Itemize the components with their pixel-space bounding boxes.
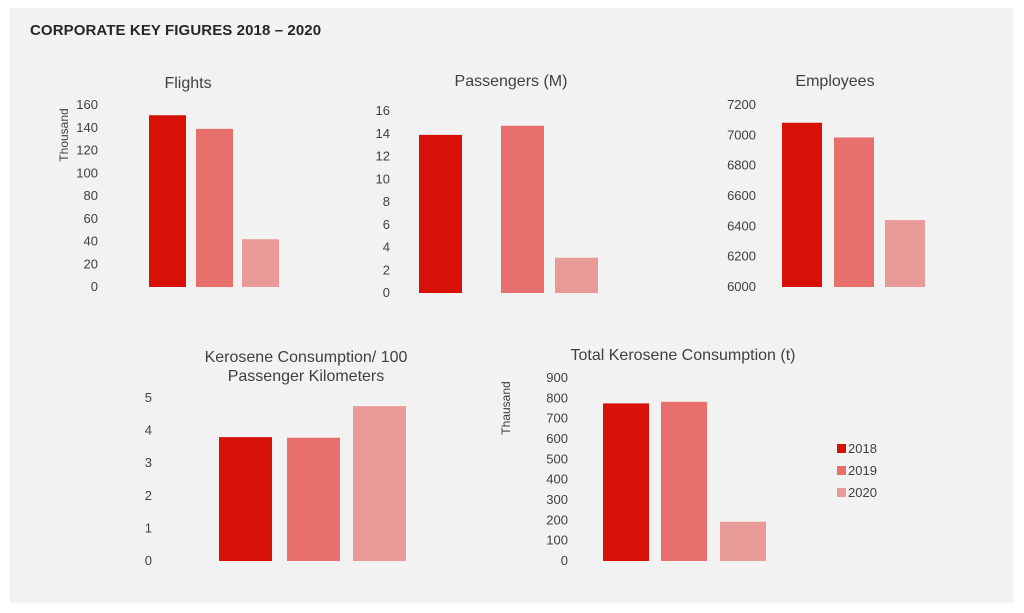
chart-1-y-tick: 140 [76,120,98,135]
chart-2-title: Passengers (M) [455,73,568,90]
chart-4-bar-2020 [353,406,406,561]
chart-5-bar-2020 [720,521,766,561]
page-title: CORPORATE KEY FIGURES 2018 – 2020 [30,22,322,39]
chart-5-y-tick: 400 [546,472,568,487]
chart-2-bar-2019 [501,125,544,293]
chart-3-bar-2018 [782,122,822,288]
chart-5-y-tick: 600 [546,431,568,446]
chart-1-y-tick: 40 [84,234,98,249]
chart-3-y-tick: 6600 [727,188,756,203]
chart-2-bar-2018 [419,134,462,293]
chart-2-y-tick: 0 [383,285,390,300]
chart-1-title: Flights [164,75,211,92]
chart-1-bar-2019 [196,128,233,287]
chart-4-title: Kerosene Consumption/ 100 [205,349,408,366]
legend-label-2020: 2020 [848,485,877,500]
chart-4-bar-2018 [219,437,272,561]
chart-4-y-tick: 2 [145,488,152,503]
chart-1-bar-2018 [149,115,186,287]
chart-4-title: Passenger Kilometers [228,368,385,385]
chart-5-title: Total Kerosene Consumption (t) [571,347,796,364]
chart-2-bar-2020 [555,257,598,293]
chart-5-bar-2018 [603,403,649,561]
chart-2-y-tick: 2 [383,262,390,277]
chart-5-y-tick: 300 [546,492,568,507]
legend-label-2019: 2019 [848,463,877,478]
chart-3-y-tick: 6800 [727,158,756,173]
chart-1-bar-2020 [242,239,279,287]
chart-4-y-tick: 3 [145,455,152,470]
legend-swatch-2019 [837,466,846,475]
chart-2-y-tick: 14 [376,126,390,141]
chart-3-bar-2019 [834,137,874,287]
chart-3-y-tick: 6400 [727,218,756,233]
chart-2-y-tick: 4 [383,240,390,255]
chart-3-y-tick: 6000 [727,279,756,294]
chart-1-y-tick: 0 [91,279,98,294]
chart-3-title: Employees [795,73,874,90]
chart-1-y-tick: 100 [76,165,98,180]
chart-2-y-tick: 8 [383,194,390,209]
legend-swatch-2020 [837,488,846,497]
chart-2-y-tick: 6 [383,217,390,232]
chart-4-y-tick: 0 [145,553,152,568]
chart-5-y-tick: 500 [546,451,568,466]
figure-panel [10,8,1013,603]
chart-5-y-tick: 900 [546,370,568,385]
chart-5-bar-2019 [661,401,707,561]
chart-5-y-tick: 0 [561,553,568,568]
chart-5-y-tick: 800 [546,390,568,405]
chart-3-y-tick: 6200 [727,249,756,264]
chart-1-y-label: Thousand [57,108,71,161]
chart-4-y-tick: 1 [145,520,152,535]
chart-5-y-tick: 100 [546,533,568,548]
chart-3-y-tick: 7000 [727,127,756,142]
chart-1-y-tick: 80 [84,188,98,203]
legend-label-2018: 2018 [848,441,877,456]
legend-swatch-2018 [837,444,846,453]
chart-5-y-tick: 200 [546,512,568,527]
chart-1-y-tick: 60 [84,211,98,226]
chart-2-y-tick: 10 [376,171,390,186]
chart-5-y-tick: 700 [546,411,568,426]
chart-1-y-tick: 20 [84,256,98,271]
chart-4-y-tick: 5 [145,390,152,405]
chart-5-y-label: Thausand [499,381,513,434]
chart-2-y-tick: 12 [376,149,390,164]
chart-2-y-tick: 16 [376,103,390,118]
chart-3-y-tick: 7200 [727,97,756,112]
chart-4-y-tick: 4 [145,423,152,438]
chart-1-y-tick: 120 [76,143,98,158]
chart-1-y-tick: 160 [76,97,98,112]
chart-3-bar-2020 [885,220,925,287]
chart-4-bar-2019 [287,437,340,561]
